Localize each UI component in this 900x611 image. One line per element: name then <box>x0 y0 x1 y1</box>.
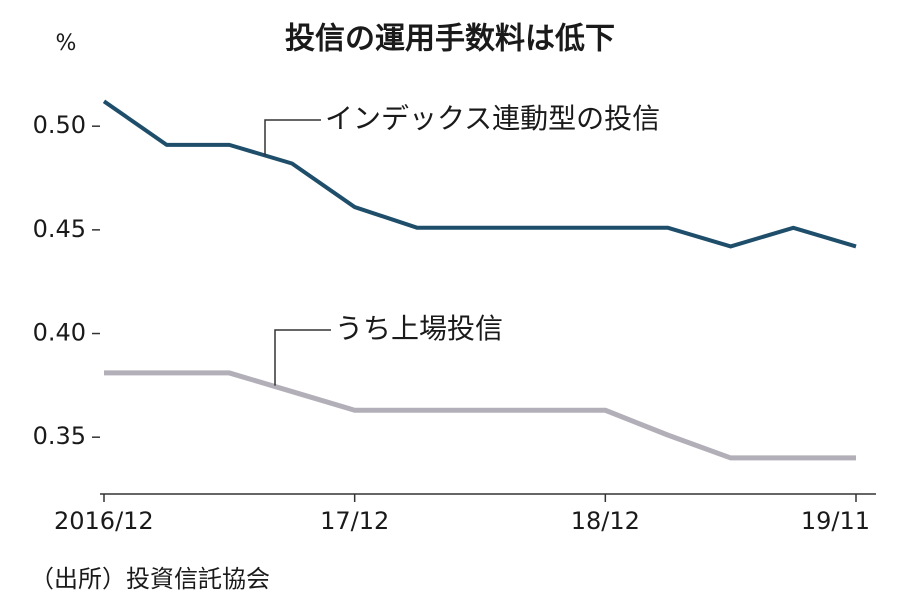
series-label: うち上場投信 <box>335 312 503 345</box>
y-tick-label: 0.35 <box>33 422 86 450</box>
y-tick-label: 0.45 <box>33 215 86 243</box>
y-tick-label: 0.50 <box>33 111 86 139</box>
source: （出所）投資信託協会 <box>30 565 270 593</box>
y-tick-label: 0.40 <box>33 319 86 347</box>
x-tick-label: 2016/12 <box>54 507 154 535</box>
leader-line <box>274 329 331 386</box>
y-unit: % <box>56 31 77 56</box>
series-line <box>104 370 856 461</box>
series-label: インデックス連動型の投信 <box>325 102 660 135</box>
leader-line <box>264 119 321 156</box>
series-line <box>102 99 857 249</box>
x-tick-label: 18/12 <box>571 507 640 535</box>
x-tick-label: 19/11 <box>801 507 870 535</box>
x-tick-label: 17/12 <box>320 507 389 535</box>
chart-title: 投信の運用手数料は低下 <box>285 22 615 57</box>
